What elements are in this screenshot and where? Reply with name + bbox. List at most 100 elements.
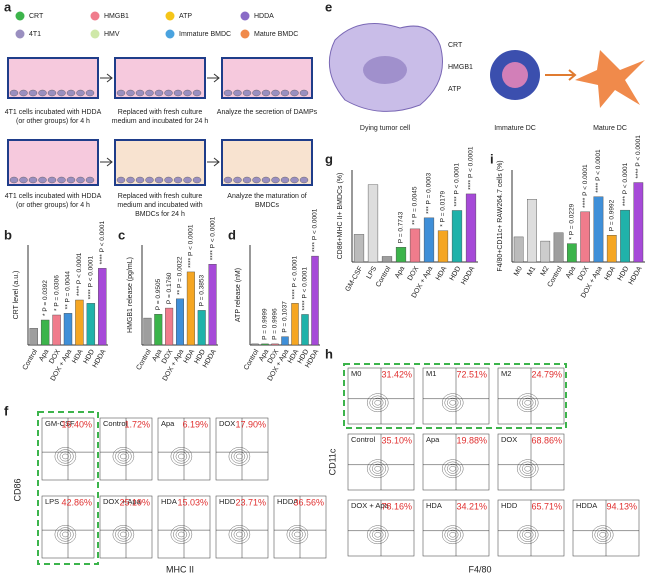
bar	[311, 255, 319, 346]
cell	[57, 89, 66, 97]
legend-icon	[15, 29, 25, 39]
contour	[592, 525, 614, 545]
contour	[367, 459, 389, 479]
caption-line: (or other groups) for 4 h	[16, 118, 90, 125]
contour	[524, 532, 531, 538]
contour	[369, 461, 386, 476]
p-value: P = 0.7743	[398, 211, 405, 243]
arrow	[545, 69, 577, 81]
caption-line: Analyze the maturation of	[227, 193, 306, 200]
x-tick-label: Control	[22, 348, 40, 371]
cell	[242, 89, 252, 97]
cell	[173, 176, 183, 184]
cell	[233, 89, 242, 97]
plot-percent: 6.19%	[182, 419, 208, 429]
p-value: P = 0.9992	[608, 199, 615, 231]
legend-icon	[165, 29, 175, 39]
contour	[233, 451, 246, 462]
p-value: **** P < 0.0001	[622, 162, 629, 206]
contour	[367, 393, 389, 413]
bar	[281, 336, 289, 346]
cell	[9, 176, 19, 184]
cell	[261, 89, 271, 97]
bar	[186, 271, 195, 346]
contour	[178, 453, 185, 460]
contour	[444, 395, 461, 410]
contour	[115, 527, 132, 542]
p-value: **** P < 0.0001	[209, 216, 216, 260]
plot-label: Control	[351, 435, 376, 444]
diagram-e	[328, 23, 645, 112]
y-axis-label: CD86	[12, 478, 22, 501]
p-value: P = 0.9999	[262, 308, 269, 340]
p-value: **** P < 0.0001	[302, 267, 309, 311]
cell	[154, 176, 164, 184]
legend-label: ATP	[179, 13, 192, 20]
contour	[170, 525, 193, 544]
cell	[145, 89, 154, 97]
plot-percent: 94.13%	[606, 501, 637, 511]
bar	[301, 314, 309, 346]
cell	[261, 176, 271, 184]
cell	[85, 89, 95, 97]
cell	[9, 89, 19, 97]
cell	[299, 176, 309, 184]
plot-label: Apa	[161, 419, 175, 428]
caption: Analyze the maturation of BMDCs	[227, 193, 306, 209]
bar	[271, 343, 279, 346]
contour	[54, 447, 77, 466]
contour	[115, 449, 132, 464]
bar	[633, 182, 644, 263]
plot-percent: 15.03%	[177, 497, 208, 507]
contour	[517, 459, 539, 479]
node-label: Mature DC	[593, 125, 627, 132]
plot-percent: 17.90%	[235, 419, 266, 429]
caption-line: 4T1 cells incubated with HDDA	[5, 193, 102, 200]
cell	[116, 89, 126, 97]
cell	[280, 176, 290, 184]
cell	[164, 176, 173, 184]
p-value: P = 0.1037	[282, 301, 289, 333]
legend-label: Mature BMDC	[254, 31, 298, 38]
plot-percent: 36.56%	[293, 497, 324, 507]
contour	[59, 529, 72, 540]
bar	[40, 319, 50, 346]
cell	[252, 89, 261, 97]
bar	[29, 328, 38, 346]
contour	[374, 532, 381, 538]
plot-label: HDA	[161, 497, 177, 506]
plot-label: HDD	[501, 501, 518, 510]
cell	[116, 176, 126, 184]
p-value: **** P < 0.0001	[188, 224, 195, 268]
bar	[165, 307, 174, 346]
bar	[580, 211, 591, 263]
cell	[192, 89, 202, 97]
p-value: **** P < 0.0001	[468, 146, 475, 190]
bar	[154, 314, 163, 346]
contour	[173, 527, 190, 542]
contour	[522, 463, 534, 474]
contour	[117, 451, 130, 462]
p-value: **** P < 0.0001	[582, 164, 589, 208]
contour	[289, 527, 306, 542]
plot-percent: 68.86%	[531, 435, 562, 445]
plot-percent: 31.42%	[381, 369, 412, 379]
legend-icon	[240, 29, 250, 39]
legend-label: Immature BMDC	[179, 31, 231, 38]
caption-line: BMDCs	[255, 202, 280, 209]
x-tick-label: HDD	[449, 265, 463, 282]
contour	[444, 461, 461, 476]
p-value: ** P = 0.0045	[412, 186, 419, 225]
contour	[294, 531, 301, 538]
contour	[372, 529, 384, 540]
contour	[447, 463, 459, 474]
y-axis-label: ATP release (nM)	[235, 268, 242, 322]
contour	[369, 527, 386, 542]
contour	[57, 527, 74, 542]
contour	[372, 463, 384, 474]
caption: Replaced with fresh culture medium and in…	[117, 193, 202, 218]
y-axis-label: F4/80+CD11c+ RAW264.7 cells (%)	[497, 160, 504, 271]
plot-label: LPS	[45, 497, 59, 506]
caption-line: medium and incubated with	[117, 202, 202, 209]
p-value: **** P < 0.0001	[595, 149, 602, 193]
